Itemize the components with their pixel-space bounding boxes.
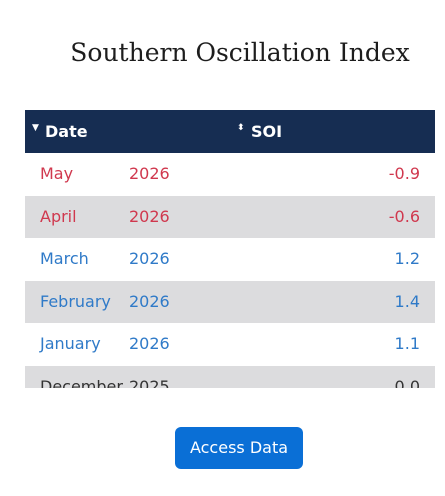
column-header[interactable]: SOI xyxy=(251,122,283,141)
table-row: April 2026 -0.6 xyxy=(25,195,435,238)
cell-year: 2026 xyxy=(129,206,170,226)
title: Southern Oscillation Index xyxy=(70,38,410,67)
cell-month: March xyxy=(40,249,89,268)
cell-month: April xyxy=(40,206,77,226)
column-header[interactable]: Date xyxy=(45,122,88,141)
cell-year: 2026 xyxy=(129,291,170,311)
cell-year: 2026 xyxy=(129,249,170,268)
cell-month: February xyxy=(40,291,111,311)
table-header: ▼ Date ⬍ SOI xyxy=(25,110,435,153)
cell-year: 2025 xyxy=(129,376,170,389)
cell-soi: 1.4 xyxy=(394,291,420,311)
cell-month: January xyxy=(40,334,101,353)
cell-soi: 0.0 xyxy=(394,376,420,389)
table-row: December 2025 0.0 xyxy=(25,365,435,389)
table-row: March 2026 1.2 xyxy=(25,238,435,281)
cell-soi: 1.1 xyxy=(394,334,420,353)
cell-year: 2026 xyxy=(129,334,170,353)
cell-year: 2026 xyxy=(129,164,170,183)
table-body: May 2026 -0.9 April 2026 -0.6 March 2026 1.2 Febr… xyxy=(25,153,435,388)
table-row: February 2026 1.4 xyxy=(25,280,435,323)
access-data-button[interactable]: Access Data xyxy=(175,427,303,469)
cell-soi: 1.2 xyxy=(394,249,420,268)
data-table: ▼ Date ⬍ SOI May 2026 -0.9 April 2026 -0.6 Mar… xyxy=(25,110,435,388)
cell-month: December xyxy=(40,376,123,389)
cell-month: May xyxy=(40,164,74,183)
sort-icon[interactable]: ⬍ xyxy=(237,123,245,133)
table-row: May 2026 -0.9 xyxy=(25,153,435,196)
cell-soi: -0.9 xyxy=(388,164,420,183)
table-row: January 2026 1.1 xyxy=(25,323,435,366)
cell-soi: -0.6 xyxy=(388,206,420,226)
sort-icon[interactable]: ▼ xyxy=(32,123,39,133)
